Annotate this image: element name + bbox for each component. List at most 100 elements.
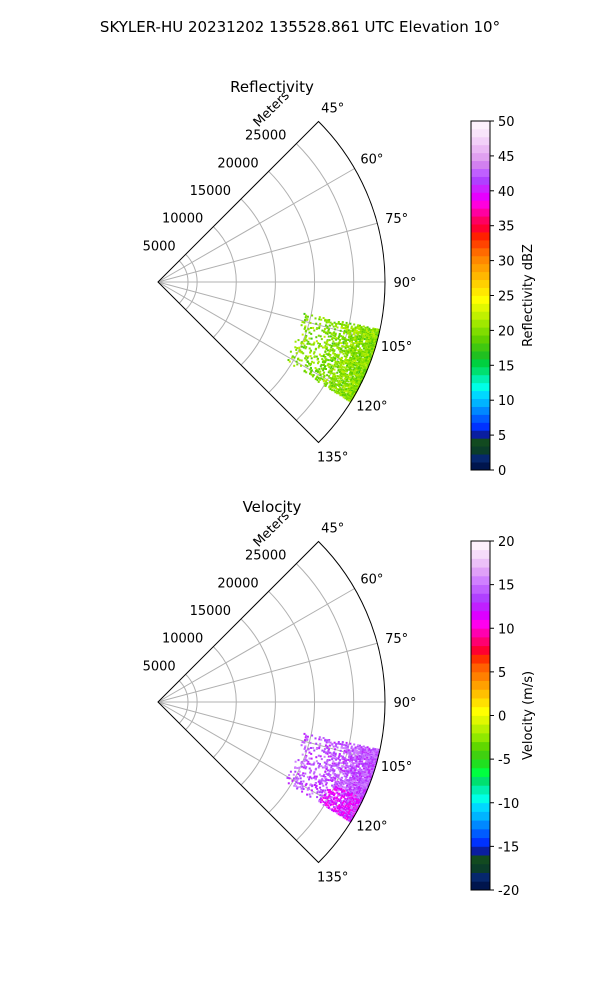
velocity-panel: Velocity 45°60°75°90°105°120°135°5000100… xyxy=(143,498,536,899)
echo-pixel xyxy=(322,376,325,379)
echo-pixel xyxy=(326,797,329,800)
colorbar-segment xyxy=(471,741,490,751)
echo-pixel xyxy=(329,363,332,366)
colorbar-segment xyxy=(471,358,490,368)
colorbar-segment xyxy=(471,863,490,873)
echo-pixel xyxy=(338,333,341,335)
echo-pixel xyxy=(331,796,334,799)
echo-pixel xyxy=(322,800,325,803)
echo-pixel xyxy=(343,743,346,746)
echo-pixel xyxy=(310,369,313,372)
echo-pixel xyxy=(333,764,335,767)
colorbar-segment xyxy=(471,160,490,169)
echo-pixel xyxy=(356,779,359,782)
echo-pixel xyxy=(347,323,350,326)
echo-pixel xyxy=(334,810,337,813)
echo-pixel xyxy=(338,777,341,780)
echo-pixel xyxy=(332,375,335,378)
echo-pixel xyxy=(333,762,336,765)
echo-pixel xyxy=(304,757,307,760)
echo-pixel xyxy=(347,780,350,783)
echo-pixel xyxy=(338,762,340,765)
echo-pixel xyxy=(355,802,357,805)
echo-pixel xyxy=(335,789,338,792)
colorbar-segment xyxy=(471,785,490,795)
echo-pixel xyxy=(365,330,368,332)
echo-pixel xyxy=(306,738,309,741)
echo-pixel xyxy=(338,754,341,757)
echo-pixel xyxy=(316,796,319,799)
echo-pixel xyxy=(345,741,348,744)
echo-pixel xyxy=(332,352,335,355)
echo-pixel xyxy=(350,745,353,748)
colorbar-tick-label: 30 xyxy=(498,255,515,270)
echo-pixel xyxy=(359,767,361,770)
echo-pixel xyxy=(332,325,335,328)
echo-pixel xyxy=(349,337,352,340)
echo-pixel xyxy=(319,378,321,381)
echo-pixel xyxy=(303,747,306,750)
echo-pixel xyxy=(356,336,359,338)
echo-pixel xyxy=(369,329,372,332)
echo-pixel xyxy=(350,814,353,817)
echo-pixel xyxy=(318,327,321,330)
echo-pixel xyxy=(351,338,354,341)
echo-pixel xyxy=(347,771,350,774)
echo-pixel xyxy=(321,766,324,769)
echo-pixel xyxy=(300,364,302,367)
echo-pixel xyxy=(315,756,318,759)
echo-pixel xyxy=(329,376,332,379)
colorbar-segment xyxy=(471,567,490,577)
echo-pixel xyxy=(349,400,352,403)
echo-pixel xyxy=(289,770,292,773)
echo-pixel xyxy=(350,343,352,346)
echo-pixel xyxy=(343,394,346,397)
echo-pixel xyxy=(321,782,324,785)
echo-pixel xyxy=(328,794,331,797)
echo-pixel xyxy=(330,766,333,769)
echo-pixel xyxy=(332,791,334,794)
echo-pixel xyxy=(344,385,347,388)
echo-pixel xyxy=(332,810,335,813)
echo-pixel xyxy=(331,323,334,326)
echo-pixel xyxy=(347,399,350,402)
echo-pixel xyxy=(305,782,308,785)
echo-pixel xyxy=(325,761,328,764)
echo-pixel xyxy=(327,353,330,356)
echo-pixel xyxy=(306,315,309,318)
echo-pixel xyxy=(332,745,335,748)
echo-pixel xyxy=(337,756,340,759)
echo-pixel xyxy=(305,371,308,374)
echo-pixel xyxy=(309,321,312,324)
echo-pixel xyxy=(354,355,357,358)
echo-pixel xyxy=(309,784,312,787)
echo-pixel xyxy=(329,367,332,370)
echo-pixel xyxy=(332,332,335,335)
echo-pixel xyxy=(366,328,369,331)
echo-pixel xyxy=(328,350,331,353)
echo-pixel xyxy=(305,355,308,358)
echo-pixel xyxy=(356,342,359,345)
echo-pixel xyxy=(318,747,321,750)
colorbar-segment xyxy=(471,619,490,629)
echo-pixel xyxy=(292,773,295,776)
echo-pixel xyxy=(359,324,361,327)
echo-pixel xyxy=(303,344,306,347)
echo-pixel xyxy=(362,785,365,788)
echo-pixel xyxy=(366,748,369,751)
echo-pixel xyxy=(314,348,317,351)
echo-pixel xyxy=(327,331,330,334)
reflectivity-polar-plot: 45° 60° 75° 90° 105° 120° 135° 5000 10000 15000 20… xyxy=(143,88,417,466)
echo-pixel xyxy=(352,779,355,782)
echo-pixel xyxy=(300,783,303,786)
echo-pixel xyxy=(343,360,346,363)
echo-pixel xyxy=(339,814,342,817)
colorbar-tick-label: 20 xyxy=(498,535,515,550)
echo-pixel xyxy=(321,791,323,794)
echo-pixel xyxy=(341,338,344,341)
echo-pixel xyxy=(314,768,317,771)
echo-pixel xyxy=(347,332,349,335)
echo-pixel xyxy=(349,751,352,754)
echo-pixel xyxy=(296,779,299,782)
